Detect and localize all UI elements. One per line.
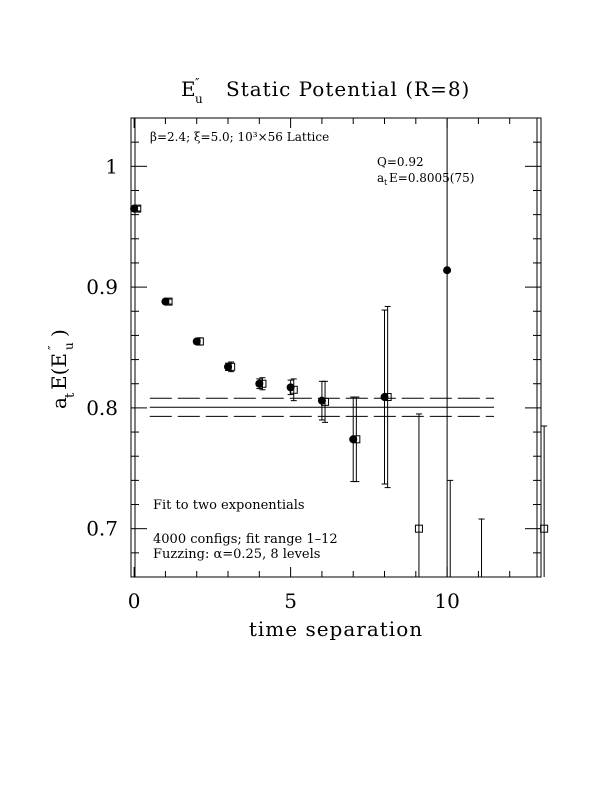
data-point-square [414,524,423,533]
title-superscript: ″ [195,76,200,90]
fit-result-value: E=0.8005(75) [389,171,474,185]
x-tick-label: 5 [284,589,297,613]
tick-labels: 0 5 10 0.7 0.8 0.9 1 [86,154,460,613]
fit-result-a: a [377,171,384,185]
fit-result-t: t [384,178,388,187]
data-point-square [258,379,267,388]
y-tick-label: 0.9 [86,275,118,299]
ylabel-superscript: ″ [46,345,60,350]
axis-ticks [131,117,542,578]
title-text: Static Potential (R=8) [226,77,470,101]
data-point-circle [443,266,452,275]
data-point-square [227,362,236,371]
annotation-fuzzing: Fuzzing: α=0.25, 8 levels [153,547,320,562]
plot-frame [130,117,542,578]
data-point-square [289,385,298,394]
data-point-square [195,337,204,346]
title-main: E [181,77,196,101]
ylabel-e: E(E [47,353,71,390]
ylabel-close: ) [47,329,71,337]
data-points [130,118,549,577]
annotation-fit-method: Fit to two exponentials [153,498,305,513]
x-axis-label: time separation [249,617,423,641]
y-tick-label: 0.8 [86,396,118,420]
ylabel-a: a [47,397,71,409]
title-subscript: u [195,92,203,106]
x-tick-label: 0 [128,589,141,613]
data-point-square [133,204,142,213]
data-point-square [383,393,392,402]
annotation-lattice: β=2.4; ξ=5.0; 10³×56 Lattice [150,130,329,144]
annotation-configs: 4000 configs; fit range 1–12 [153,532,338,547]
chart-title: E ″ u Static Potential (R=8) [181,76,470,106]
annotation-fit-result: a t E=0.8005(75) [377,171,474,187]
y-tick-label: 1 [105,154,118,178]
ylabel-subscript: u [62,342,76,350]
ylabel-t: t [63,392,78,398]
x-tick-label: 10 [434,589,459,613]
data-point-square [321,397,330,406]
plot-border [130,117,542,578]
data-point-square [540,524,549,533]
y-axis-label: a t E(E ″ u ) [46,329,78,409]
data-point-square [352,435,361,444]
y-tick-label: 0.7 [86,517,118,541]
annotation-q-value: Q=0.92 [377,155,424,169]
data-point-square [164,297,173,306]
